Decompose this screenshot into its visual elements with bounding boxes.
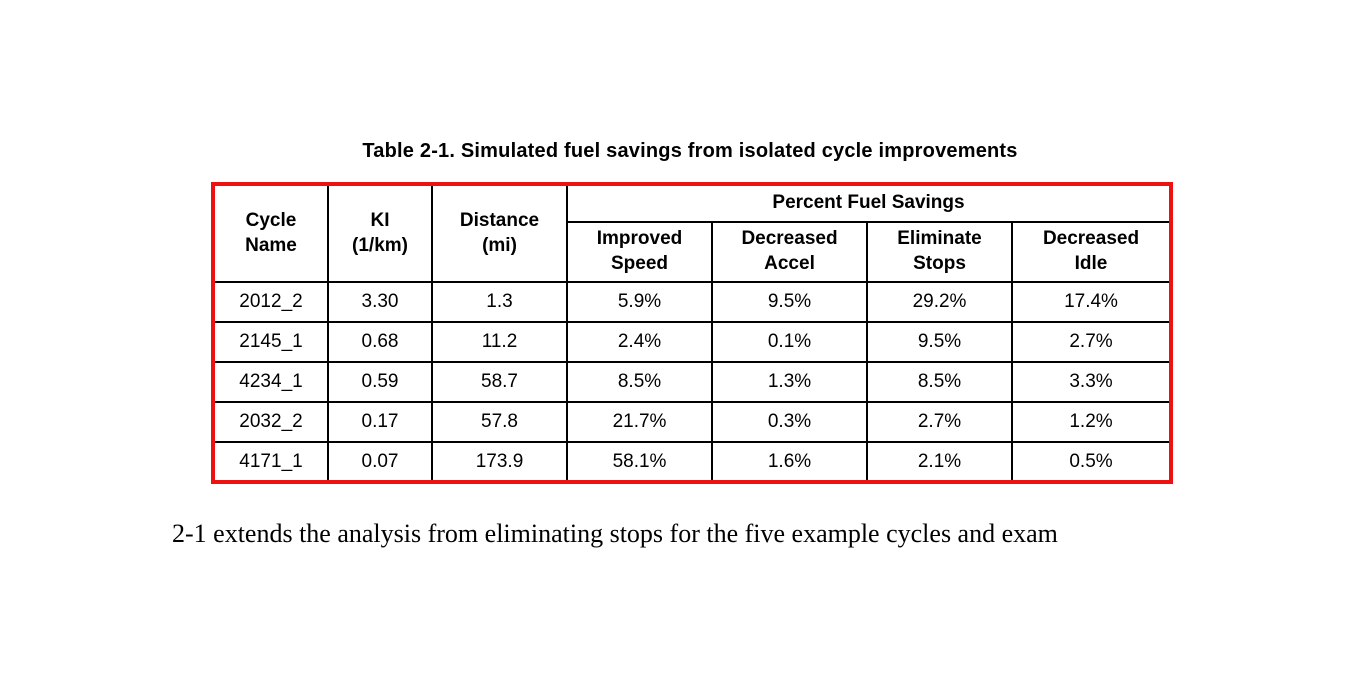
cell-decreased-idle: 2.7% (1011, 321, 1172, 363)
cell-ki: 0.07 (327, 441, 433, 483)
cell-eliminate-stops: 2.7% (866, 401, 1013, 443)
col-group-header-percent-fuel-savings: Percent Fuel Savings (566, 183, 1172, 223)
col-header-decreased-idle: Decreased Idle (1011, 221, 1172, 283)
header-row-sub: Improved Speed Decreased Accel Eliminate… (213, 221, 1172, 283)
cell-decreased-idle: 1.2% (1011, 401, 1172, 443)
table-row: 2032_2 0.17 57.8 21.7% 0.3% 2.7% 1.2% (212, 401, 1172, 443)
table-row: 4171_1 0.07 173.9 58.1% 1.6% 2.1% 0.5% (212, 441, 1172, 483)
table-row: 4234_1 0.59 58.7 8.5% 1.3% 8.5% 3.3% (212, 361, 1172, 403)
col-header-distance: Distance (mi) (431, 183, 568, 283)
cell-cycle-name: 2012_2 (212, 281, 329, 323)
cell-improved-speed: 8.5% (566, 361, 713, 403)
cell-eliminate-stops: 2.1% (866, 441, 1013, 483)
cell-decreased-accel: 0.1% (711, 321, 868, 363)
cell-decreased-accel: 1.3% (711, 361, 868, 403)
cell-ki: 0.59 (327, 361, 433, 403)
cell-decreased-idle: 0.5% (1011, 441, 1172, 483)
cell-improved-speed: 58.1% (566, 441, 713, 483)
cell-improved-speed: 21.7% (566, 401, 713, 443)
table-caption: Table 2-1. Simulated fuel savings from i… (362, 140, 1018, 162)
table-row: 2145_1 0.68 11.2 2.4% 0.1% 9.5% 2.7% (212, 321, 1172, 363)
col-header-ki: KI (1/km) (327, 183, 433, 283)
cell-improved-speed: 5.9% (566, 281, 713, 323)
col-header-improved-speed: Improved Speed (566, 221, 713, 283)
cell-distance: 1.3 (431, 281, 568, 323)
cell-decreased-idle: 3.3% (1011, 361, 1172, 403)
fuel-savings-table: Cycle Name KI (1/km) Distance (mi) Perce… (211, 182, 1173, 484)
cell-cycle-name: 2032_2 (212, 401, 329, 443)
cell-distance: 173.9 (431, 441, 568, 483)
cell-improved-speed: 2.4% (566, 321, 713, 363)
col-header-cycle-name: Cycle Name (212, 183, 329, 283)
col-header-eliminate-stops: Eliminate Stops (866, 221, 1013, 283)
col-header-decreased-accel: Decreased Accel (711, 221, 868, 283)
body-text: 2-1 extends the analysis from eliminatin… (172, 519, 1058, 548)
cell-cycle-name: 4171_1 (212, 441, 329, 483)
cell-distance: 58.7 (431, 361, 568, 403)
cell-eliminate-stops: 8.5% (866, 361, 1013, 403)
cell-distance: 57.8 (431, 401, 568, 443)
cell-decreased-accel: 0.3% (711, 401, 868, 443)
header-row-group: Cycle Name KI (1/km) Distance (mi) Perce… (212, 183, 1172, 283)
table-row: 2012_2 3.30 1.3 5.9% 9.5% 29.2% 17.4% (212, 281, 1172, 323)
cell-distance: 11.2 (431, 321, 568, 363)
cell-decreased-accel: 1.6% (711, 441, 868, 483)
cell-eliminate-stops: 29.2% (866, 281, 1013, 323)
cell-cycle-name: 4234_1 (212, 361, 329, 403)
cell-decreased-accel: 9.5% (711, 281, 868, 323)
cell-decreased-idle: 17.4% (1011, 281, 1172, 323)
cell-eliminate-stops: 9.5% (866, 321, 1013, 363)
cell-ki: 0.68 (327, 321, 433, 363)
cell-ki: 0.17 (327, 401, 433, 443)
cell-cycle-name: 2145_1 (212, 321, 329, 363)
cell-ki: 3.30 (327, 281, 433, 323)
